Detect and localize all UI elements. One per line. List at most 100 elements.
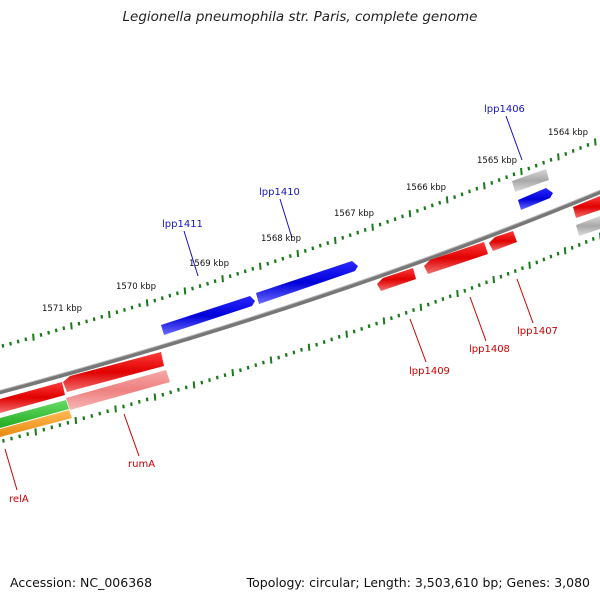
inner-tick-20 <box>153 393 157 401</box>
inner-tick-43 <box>330 337 334 342</box>
inner-tick-25 <box>192 381 196 389</box>
gene-label-relA[interactable]: relA <box>9 494 29 505</box>
outer-tick-78 <box>579 146 582 150</box>
outer-tick-79 <box>586 143 590 147</box>
outer-tick-20 <box>145 299 149 307</box>
inner-tick-5 <box>34 428 38 436</box>
inner-tick-38 <box>292 350 296 355</box>
inner-tick-37 <box>284 353 288 357</box>
outer-tick-23 <box>168 293 172 298</box>
outer-tick-44 <box>326 241 330 246</box>
gene-grey-pseudo-1 <box>512 169 549 192</box>
outer-tick-40 <box>296 249 300 258</box>
outer-tick-58 <box>430 203 434 208</box>
outer-tick-35 <box>258 262 262 270</box>
outer-tick-64 <box>475 186 479 191</box>
outer-tick-80 <box>594 138 597 146</box>
outer-tick-45 <box>333 236 337 245</box>
inner-tick-4 <box>26 432 30 437</box>
gene-label-lpp1410[interactable]: lpp1410 <box>259 187 300 198</box>
inner-tick-71 <box>535 260 539 265</box>
outer-tick-50 <box>371 223 374 231</box>
accession-label: Accession: NC_006368 <box>10 575 153 590</box>
outer-tick-2 <box>9 341 12 346</box>
inner-tick-69 <box>521 266 524 271</box>
inner-tick-53 <box>404 310 408 315</box>
inner-tick-21 <box>161 392 165 397</box>
inner-tick-6 <box>42 427 46 432</box>
inner-tick-75 <box>563 247 567 255</box>
outer-tick-76 <box>564 151 568 156</box>
outer-tick-63 <box>468 189 471 194</box>
feature-orange <box>0 410 72 437</box>
gene-label-lpp1406[interactable]: lpp1406 <box>484 104 525 115</box>
leader-lpp1411 <box>183 230 199 277</box>
inner-tick-41 <box>315 342 318 347</box>
gene-label-lpp1409[interactable]: lpp1409 <box>409 366 450 377</box>
genome-backbone-highlight <box>0 189 600 391</box>
inner-tick-44 <box>337 334 341 339</box>
outer-tick-31 <box>228 274 232 279</box>
inner-tick-33 <box>254 363 258 368</box>
outer-tick-26 <box>191 286 194 291</box>
inner-tick-76 <box>570 245 574 250</box>
inner-tick-1 <box>2 438 5 443</box>
outer-tick-13 <box>92 317 96 322</box>
inner-tick-50 <box>382 317 386 325</box>
inner-tick-74 <box>556 251 560 256</box>
outer-tick-29 <box>213 279 217 284</box>
kbp-label-1566: 1566 kbp <box>406 183 446 193</box>
outer-tick-42 <box>311 246 315 251</box>
gene-label-lpp1411[interactable]: lpp1411 <box>162 219 203 230</box>
outer-tick-34 <box>251 266 255 271</box>
inner-tick-62 <box>470 286 474 290</box>
outer-tick-46 <box>341 235 345 240</box>
leader-relA <box>4 448 18 491</box>
map-title: Legionella pneumophila str. Paris, compl… <box>122 9 478 25</box>
gene-lpp1411-arrow[interactable] <box>161 296 255 335</box>
inner-tick-3 <box>18 434 21 439</box>
outer-tick-52 <box>386 219 389 224</box>
outer-tick-47 <box>348 233 352 238</box>
gene-lpp1409-arrow[interactable] <box>377 268 416 291</box>
outer-tick-61 <box>453 195 456 200</box>
genome-backbone <box>0 189 600 395</box>
inner-tick-11 <box>82 416 86 421</box>
inner-tick-34 <box>262 360 265 365</box>
inner-tick-7 <box>50 425 54 430</box>
outer-tick-15 <box>108 310 111 319</box>
gene-label-lpp1407[interactable]: lpp1407 <box>517 326 558 337</box>
inner-tick-59 <box>448 294 452 299</box>
inner-tick-9 <box>66 420 70 425</box>
inner-tick-57 <box>434 299 437 304</box>
gene-lpp1410-arrow[interactable] <box>256 261 358 304</box>
outer-tick-11 <box>77 321 81 326</box>
inner-tick-48 <box>367 324 371 329</box>
inner-tick-17 <box>130 402 133 407</box>
gene-rumA-arrow[interactable] <box>63 352 164 392</box>
outer-tick-7 <box>47 330 50 335</box>
outer-tick-70 <box>520 167 523 176</box>
gene-label-rumA[interactable]: rumA <box>128 459 155 470</box>
inner-tick-51 <box>390 316 393 321</box>
outer-tick-1 <box>1 343 5 348</box>
inner-tick-35 <box>269 356 273 364</box>
gene-lpp1408-arrow[interactable] <box>424 242 488 274</box>
outer-tick-6 <box>39 332 43 337</box>
gene-lpp1407-arrow[interactable] <box>489 231 517 251</box>
inner-tick-27 <box>208 378 211 383</box>
outer-tick-60 <box>445 196 449 204</box>
outer-tick-48 <box>356 230 360 235</box>
inner-tick-28 <box>215 375 219 380</box>
leader-lpp1406 <box>505 115 523 161</box>
outer-tick-59 <box>438 200 442 205</box>
outer-tick-77 <box>571 149 575 153</box>
inner-tick-12 <box>90 413 94 418</box>
leader-lpp1409 <box>409 318 427 363</box>
gene-label-lpp1408[interactable]: lpp1408 <box>469 344 510 355</box>
inner-tick-24 <box>184 385 188 390</box>
inner-tick-18 <box>137 399 141 404</box>
gene-lpp1406-arrow[interactable] <box>518 188 553 210</box>
gene-relA-arrow[interactable] <box>0 382 65 413</box>
